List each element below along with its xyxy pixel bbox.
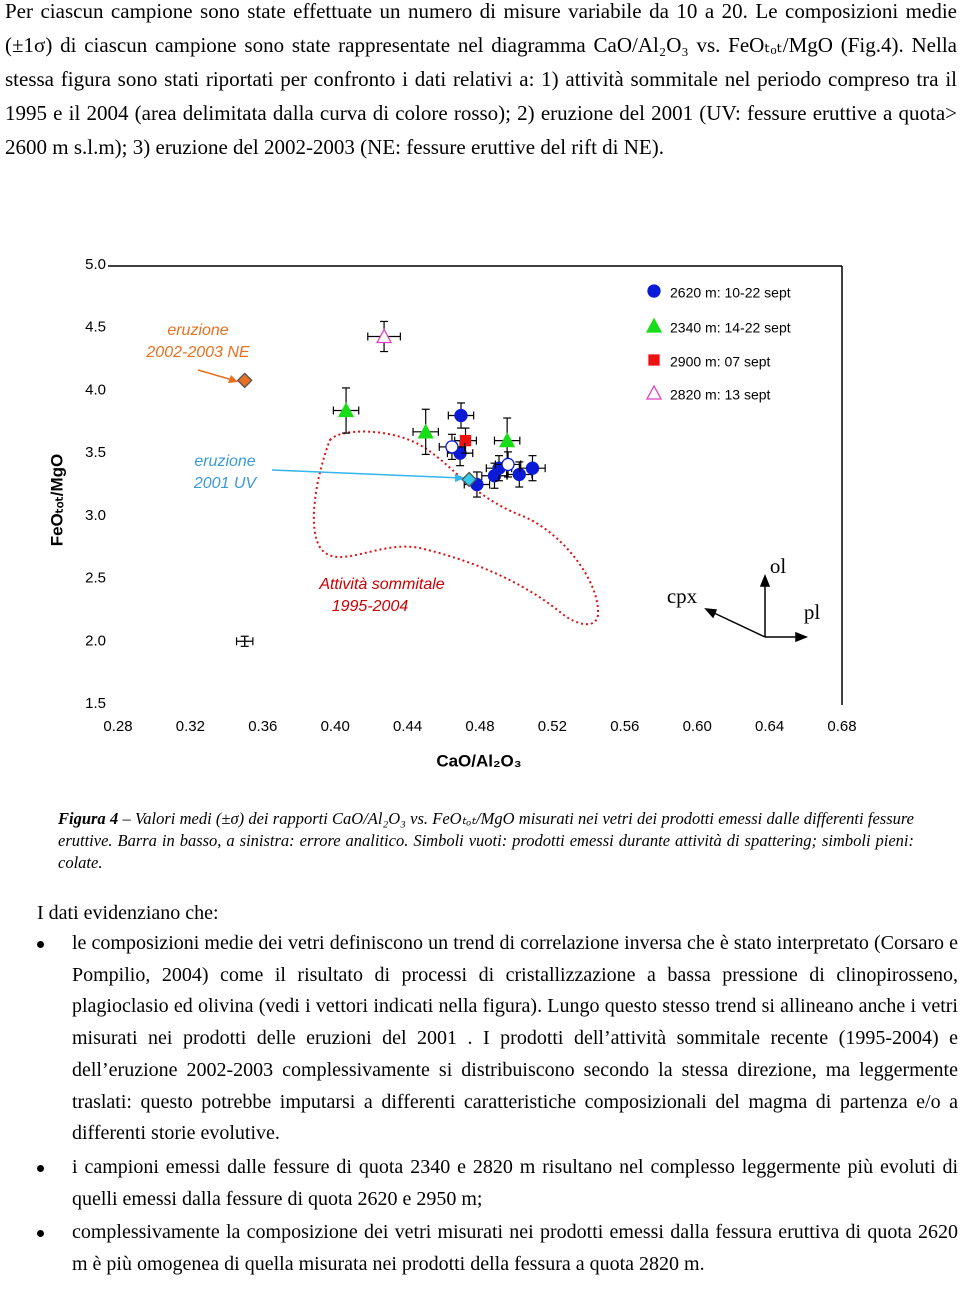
marker bbox=[461, 471, 478, 488]
annotation: cpx bbox=[667, 584, 698, 608]
paragraph: Per ciascun campione sono state effettua… bbox=[5, 0, 957, 159]
x-tick-label: 0.52 bbox=[538, 718, 567, 735]
bullet-text: complessivamente la composizione dei vet… bbox=[72, 1221, 958, 1276]
marker bbox=[337, 402, 355, 418]
bullet-item: complessivamente la composizione dei vet… bbox=[0, 1217, 958, 1280]
legend-label: 2340 m: 14-22 sept bbox=[670, 320, 791, 336]
annotation: 2001 UV bbox=[193, 475, 258, 492]
marker bbox=[647, 284, 661, 298]
arrowhead bbox=[455, 474, 465, 482]
x-tick-label: 0.28 bbox=[103, 718, 132, 735]
legend-label: 2820 m: 13 sept bbox=[670, 387, 771, 403]
y-tick-label: 2.5 bbox=[85, 570, 106, 587]
x-tick-label: 0.60 bbox=[683, 718, 712, 735]
bullet-item: le composizioni medie dei vetri definisc… bbox=[0, 928, 958, 1150]
x-tick-label: 0.56 bbox=[610, 718, 639, 735]
y-tick-label: 1.5 bbox=[85, 695, 106, 712]
annotation: ol bbox=[770, 554, 787, 578]
marker bbox=[454, 408, 468, 423]
annotation: 2002-2003 NE bbox=[145, 344, 250, 361]
legend-label: 2620 m: 10-22 sept bbox=[670, 285, 791, 301]
y-axis-label: FeOₜₒₜ/MgO bbox=[47, 454, 66, 547]
x-tick-label: 0.32 bbox=[176, 718, 205, 735]
y-tick-label: 4.0 bbox=[85, 381, 106, 398]
arrow bbox=[271, 469, 463, 479]
marker bbox=[499, 432, 516, 448]
annotation: eruzione bbox=[167, 322, 228, 339]
caption: Figura 4 – Valori medi (±σ) dei rapporti… bbox=[58, 808, 914, 874]
y-tick-label: 5.0 bbox=[85, 256, 106, 273]
intro: I dati evidenziano che: bbox=[37, 902, 219, 924]
bullet-text: i campioni emessi dalle fessure di quota… bbox=[72, 1155, 958, 1210]
bullet-text: le composizioni medie dei vetri definisc… bbox=[72, 932, 958, 1145]
annotation: eruzione bbox=[194, 453, 255, 470]
x-tick-label: 0.48 bbox=[465, 718, 494, 735]
annotation: pl bbox=[804, 600, 821, 624]
vectors bbox=[704, 573, 809, 643]
marker bbox=[525, 461, 540, 475]
y-tick-label: 4.5 bbox=[85, 319, 106, 336]
annotation: Attività sommitale bbox=[318, 576, 444, 593]
x-tick-label: 0.36 bbox=[248, 718, 277, 735]
marker bbox=[648, 354, 660, 366]
y-tick-label: 3.5 bbox=[85, 444, 106, 461]
bullet bbox=[37, 1230, 44, 1238]
marker bbox=[236, 372, 253, 389]
bullet-item: i campioni emessi dalle fessure di quota… bbox=[0, 1152, 958, 1215]
y-tick-label: 2.0 bbox=[85, 632, 106, 649]
marker bbox=[445, 440, 459, 454]
bullet bbox=[37, 941, 44, 948]
marker bbox=[501, 457, 515, 472]
x-tick-label: 0.40 bbox=[321, 718, 350, 735]
bullet-list: le composizioni medie dei vetri definisc… bbox=[0, 928, 958, 1283]
marker bbox=[645, 384, 663, 400]
chart: FeOₜₒₜ/MgO CaO/Al₂O₃ 1.5 2.0 2.5 3.0 3.5 4.0 4… bbox=[47, 256, 856, 771]
marker bbox=[417, 423, 434, 439]
x-axis-label: CaO/Al₂O₃ bbox=[436, 751, 521, 770]
caption-text: – Valori medi (±σ) dei rapporti CaO/Al₂O… bbox=[58, 809, 914, 872]
marker bbox=[375, 328, 393, 344]
marker bbox=[645, 317, 663, 333]
y-tick-label: 3.0 bbox=[85, 507, 106, 524]
annotation: 1995-2004 bbox=[332, 598, 409, 615]
x-tick-label: 0.64 bbox=[755, 718, 784, 735]
x-tick-label: 0.68 bbox=[827, 718, 856, 735]
bullet bbox=[37, 1164, 44, 1172]
x-tick-label: 0.44 bbox=[393, 718, 422, 735]
summit-activity-area bbox=[312, 430, 600, 626]
legend-label: 2900 m: 07 sept bbox=[670, 354, 771, 370]
arrowhead bbox=[228, 375, 238, 383]
caption-label: Figura 4 bbox=[58, 809, 119, 828]
marker bbox=[459, 434, 472, 447]
